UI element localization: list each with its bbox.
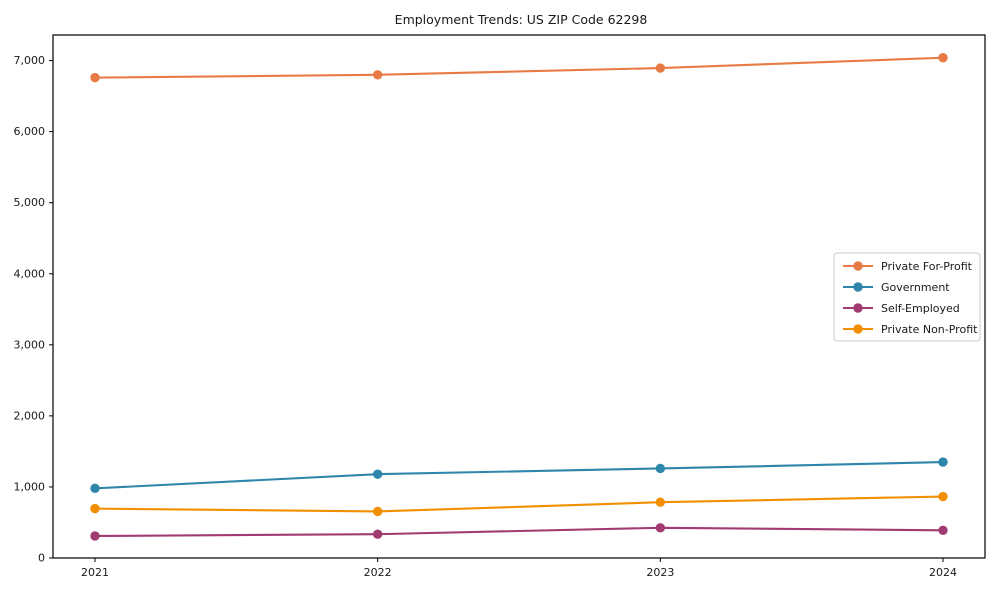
legend-marker (853, 261, 863, 271)
x-tick-label: 2023 (646, 566, 674, 579)
data-point-marker (655, 63, 666, 73)
legend-label: Private For-Profit (881, 260, 973, 273)
chart-title: Employment Trends: US ZIP Code 62298 (395, 12, 648, 27)
x-tick-label: 2021 (81, 566, 109, 579)
y-tick-label: 0 (38, 552, 45, 565)
y-tick-label: 2,000 (14, 409, 46, 422)
data-point-marker (90, 503, 100, 514)
data-point-marker (372, 70, 383, 80)
data-point-marker (90, 483, 100, 494)
data-point-marker (938, 491, 948, 502)
data-point-marker (372, 529, 383, 539)
legend-marker (853, 282, 863, 292)
data-point-marker (655, 497, 666, 507)
legend-box (833, 252, 981, 342)
y-tick-label: 4,000 (14, 267, 46, 280)
x-tick-label: 2024 (929, 566, 957, 579)
data-point-marker (90, 531, 100, 541)
series-line-private-non-profit (93, 495, 945, 513)
plot-frame (52, 34, 986, 559)
legend-marker (853, 324, 863, 334)
legend-label: Self-Employed (881, 302, 960, 315)
data-point-marker (90, 72, 100, 83)
x-tick-label: 2022 (364, 566, 392, 579)
data-point-marker (372, 469, 383, 479)
data-point-marker (655, 463, 666, 474)
legend-marker (853, 303, 863, 313)
data-point-marker (372, 506, 383, 517)
data-point-marker (655, 523, 666, 533)
series-line-self-employed (93, 526, 945, 538)
y-tick-label: 3,000 (14, 338, 46, 351)
plot-area: 0 1,000 2,000 3,000 4,000 5,000 6,000 7,000 2021… (14, 34, 986, 579)
legend-label: Private Non-Profit (881, 323, 978, 336)
data-point-marker (938, 457, 948, 467)
data-point-marker (938, 53, 948, 63)
y-tick-label: 7,000 (14, 54, 46, 67)
y-tick-label: 1,000 (14, 480, 46, 493)
series-line-government (93, 461, 945, 490)
series-line-private-for-profit (93, 56, 945, 79)
legend-label: Government (881, 281, 950, 294)
y-tick-label: 5,000 (14, 196, 46, 209)
data-point-marker (938, 525, 948, 535)
y-tick-label: 6,000 (14, 125, 46, 138)
